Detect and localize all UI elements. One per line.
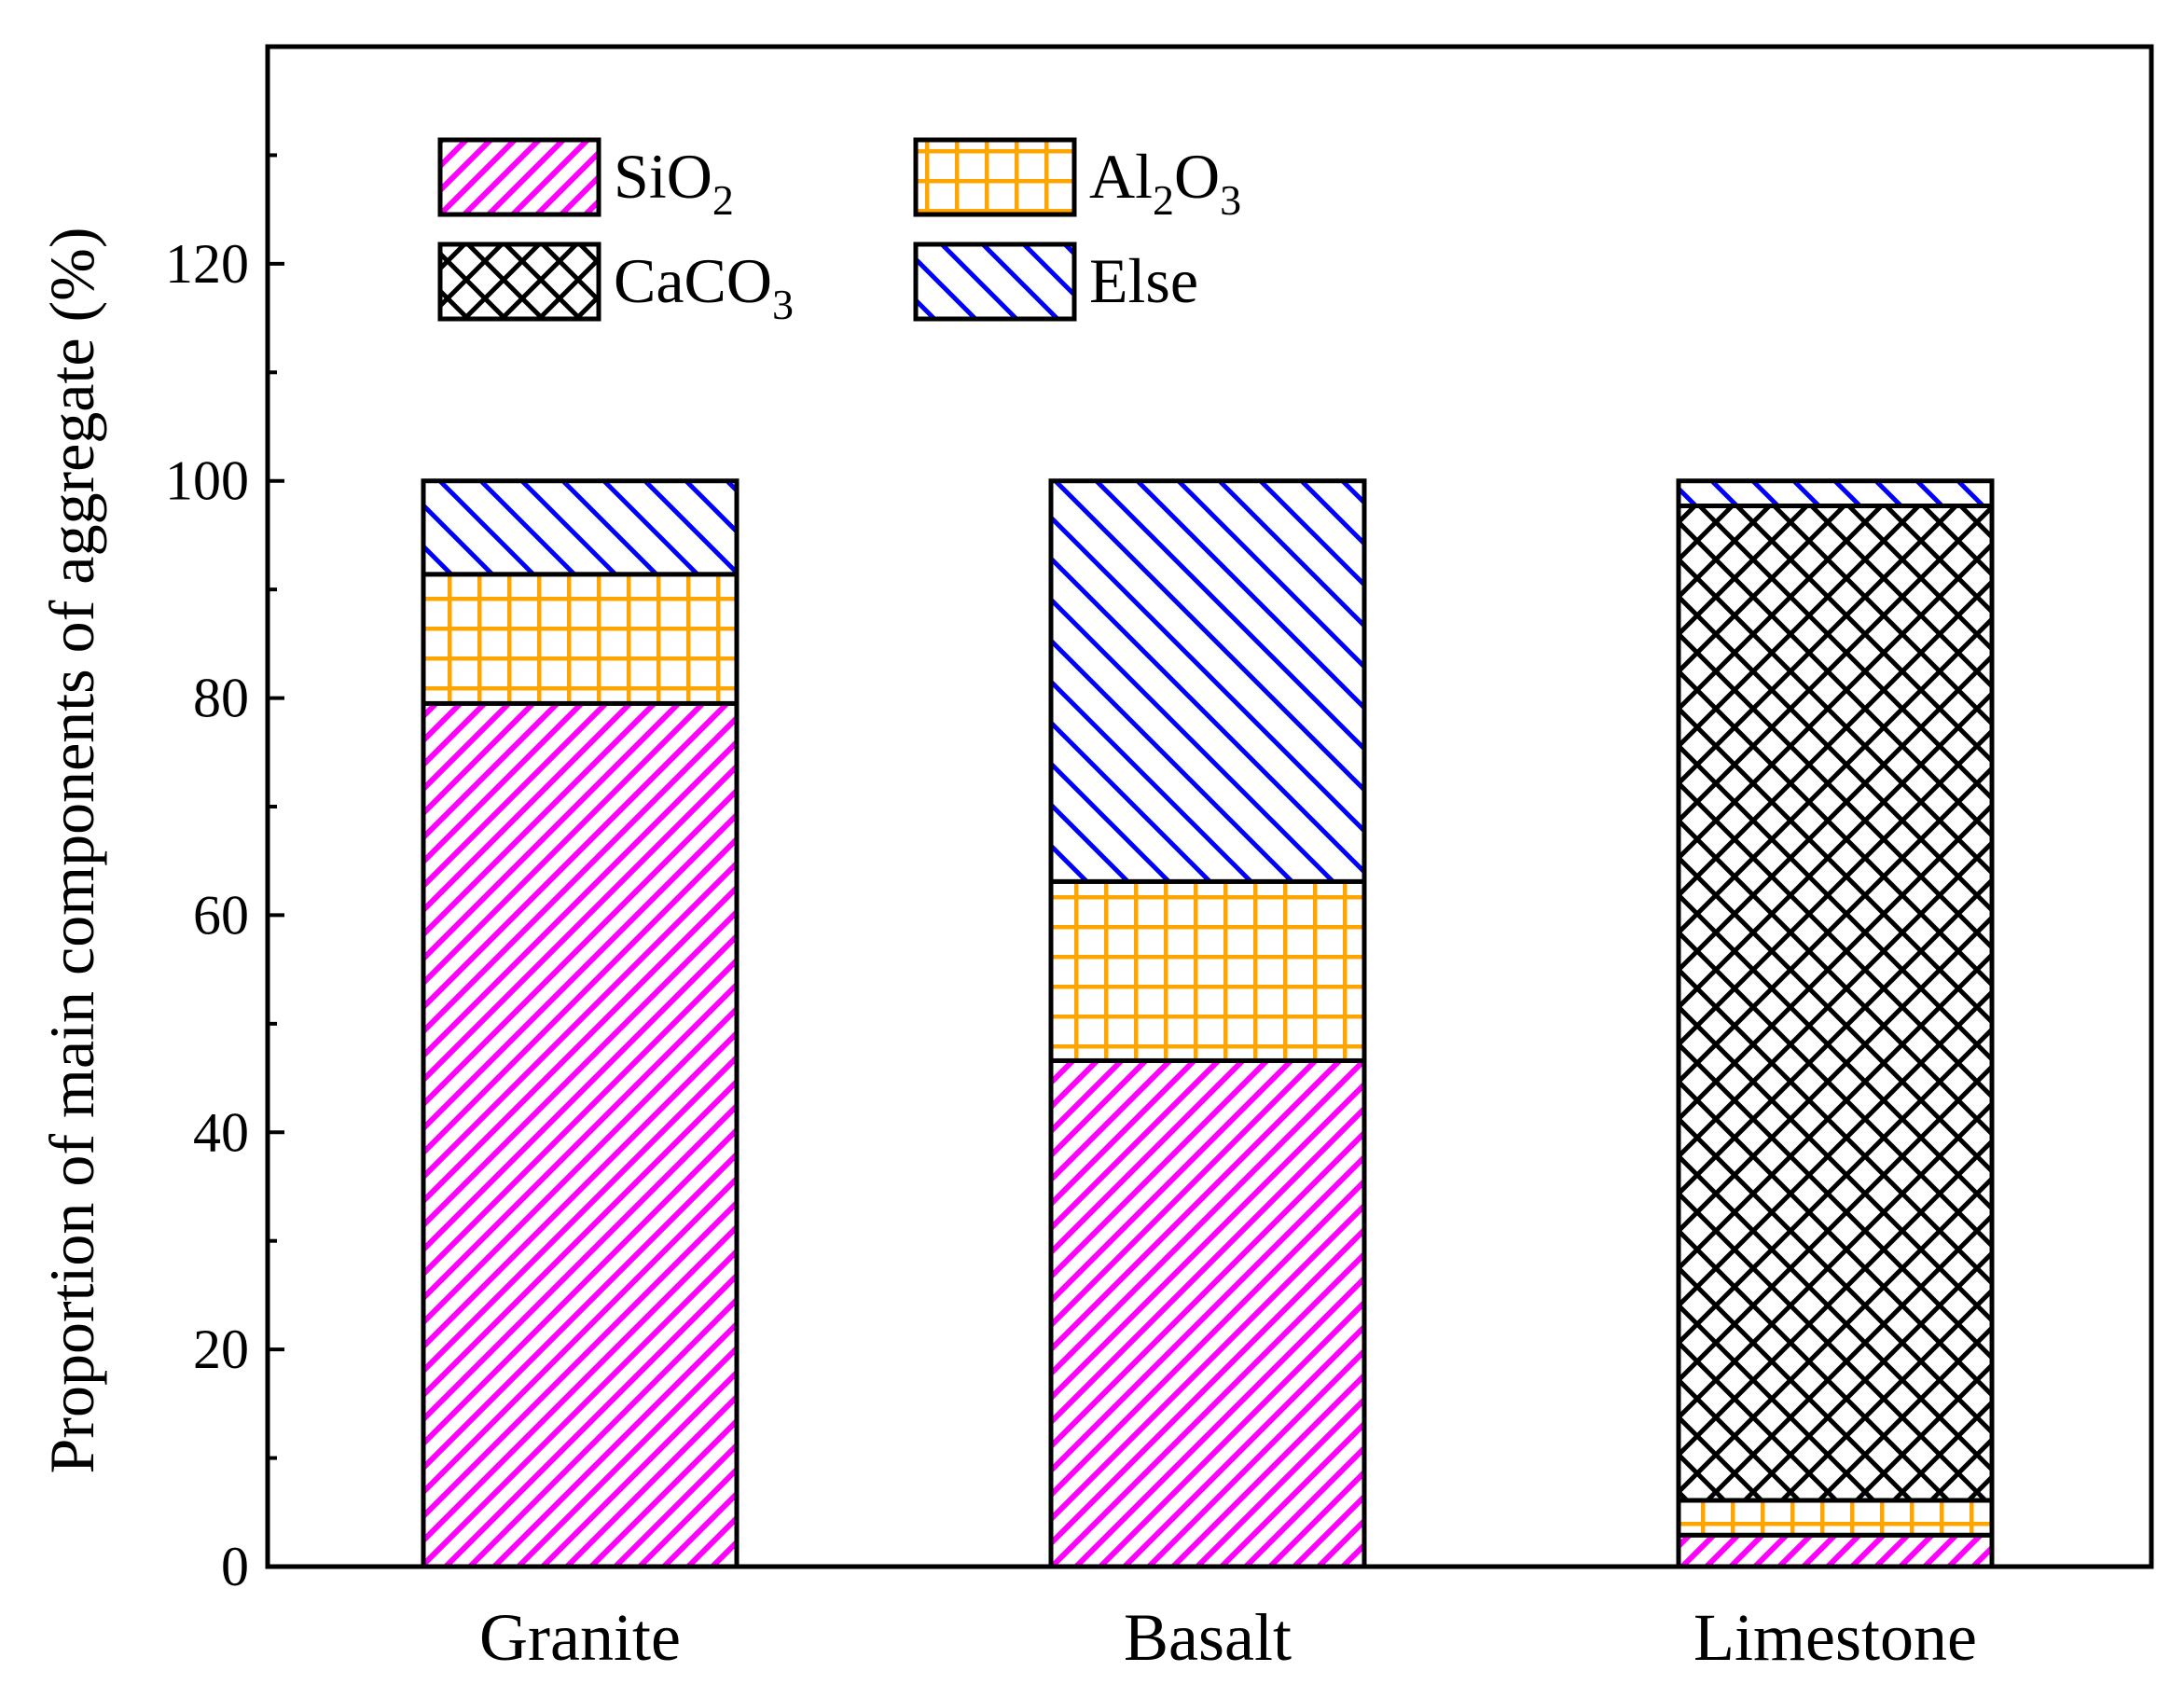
legend-swatch-else bbox=[913, 242, 1077, 322]
bar-segment-basalt-else bbox=[1048, 478, 1367, 884]
bar-segment-limestone-sio bbox=[1676, 1532, 1995, 1569]
y-tick-label: 120 bbox=[165, 233, 249, 295]
x-tick-label: Granite bbox=[479, 1600, 681, 1675]
legend-swatch-caco bbox=[437, 242, 601, 322]
bar-segment-limestone-al bbox=[1676, 1498, 1995, 1538]
bar-segment-basalt-al bbox=[1048, 878, 1367, 1063]
bar-segment-limestone-caco bbox=[1676, 503, 1995, 1503]
legend-label-else: Else bbox=[1089, 245, 1198, 316]
legend-label-al: Al2O3 bbox=[1089, 141, 1241, 224]
y-tick-label: 40 bbox=[193, 1101, 249, 1163]
bar-segment-limestone-else bbox=[1676, 478, 1995, 508]
y-axis: 0 20 40 60 80 100 120 bbox=[165, 153, 284, 1597]
bars-group bbox=[421, 478, 1995, 1569]
legend-label-sio: SiO2 bbox=[614, 141, 734, 224]
plot-frame bbox=[265, 44, 2154, 1569]
y-axis-label: Proportion of main components of aggrega… bbox=[36, 228, 107, 1474]
y-tick-label: 80 bbox=[193, 668, 249, 729]
x-axis: Granite Basalt Limestone bbox=[479, 1600, 1977, 1675]
y-tick-label: 100 bbox=[165, 450, 249, 512]
legend-swatch-sio bbox=[437, 137, 601, 217]
y-tick-label: 60 bbox=[193, 884, 249, 946]
bar-segment-granite-al bbox=[421, 572, 740, 706]
bar-segment-granite-else bbox=[421, 478, 740, 577]
legend-swatch-al bbox=[913, 137, 1077, 217]
y-tick-label: 20 bbox=[193, 1319, 249, 1380]
x-tick-label: Limestone bbox=[1693, 1600, 1977, 1675]
x-tick-label: Basalt bbox=[1124, 1600, 1292, 1675]
bar-segment-basalt-sio bbox=[1048, 1057, 1367, 1569]
legend: SiO2 Al2O3 CaCO3 Else bbox=[437, 137, 1241, 328]
bar-segment-granite-sio bbox=[421, 700, 740, 1569]
legend-label-caco: CaCO3 bbox=[614, 245, 794, 328]
y-tick-label: 0 bbox=[221, 1536, 249, 1597]
